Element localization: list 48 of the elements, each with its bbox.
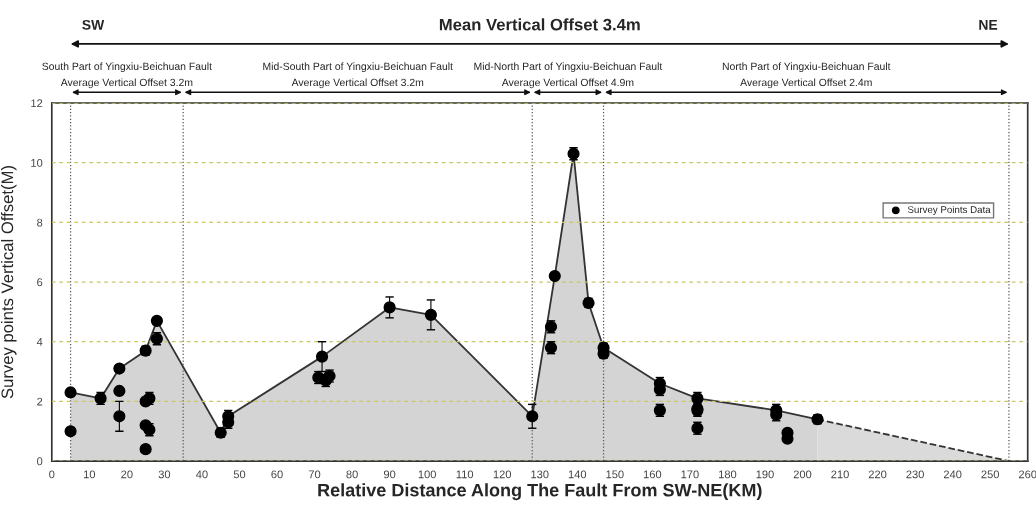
x-tick-label: 30 [158, 470, 171, 479]
x-tick-label: 160 [643, 470, 662, 479]
y-tick-label: 10 [31, 158, 43, 167]
y-tick-label: 6 [37, 278, 43, 287]
text: NE [979, 20, 998, 30]
x-tick-label: 0 [49, 470, 55, 479]
y-tick-label: 8 [37, 218, 43, 227]
x-tick-label: 130 [531, 470, 549, 479]
y-tick-label: 4 [36, 338, 43, 346]
x-tick-label: 200 [793, 470, 812, 479]
x-tick-label: 180 [719, 470, 737, 479]
x-tick-label: 40 [196, 470, 208, 479]
x-axis-title: Relative Distance Along The Fault From SW-NE(KM) [318, 483, 762, 501]
text: Mid-South Part of Yingxiu-Beichuan Fault [263, 62, 453, 73]
y-tick-label: 2 [37, 397, 43, 406]
x-tick-label: 210 [831, 470, 849, 479]
x-tick-label: 170 [681, 470, 699, 479]
x-tick-label: 110 [456, 470, 474, 479]
text: Average Vertical Offset 4.9m [501, 78, 634, 89]
x-tick-label: 20 [121, 470, 133, 479]
text: Average Vertical Offset 2.4m [740, 78, 872, 89]
x-tick-label: 80 [346, 470, 358, 479]
text: SW [82, 19, 105, 30]
text: Average Vertical Offset 3.2m [291, 78, 424, 89]
text: Average Vertical Offset 3.2m [60, 78, 193, 89]
x-tick-label: 250 [981, 470, 1000, 479]
x-tick-label: 240 [943, 470, 962, 479]
x-tick-label: 10 [84, 470, 96, 479]
x-tick-label: 260 [1019, 470, 1036, 479]
text: Mid-North Part of Yingxiu-Beichuan Fault [474, 62, 663, 73]
x-tick-label: 60 [271, 470, 283, 479]
x-tick-label: 120 [493, 470, 512, 479]
x-tick-label: 150 [606, 470, 624, 479]
text: South Part of Yingxiu-Beichuan Fault [42, 62, 212, 73]
x-tick-label: 50 [233, 470, 246, 479]
x-tick-label: 100 [418, 470, 436, 479]
x-tick-label: 220 [868, 470, 887, 479]
x-tick-label: 90 [383, 470, 396, 479]
legend-label: Survey Points Data [907, 205, 991, 215]
y-tick-label: 0 [37, 457, 43, 466]
x-tick-label: 230 [906, 470, 924, 479]
x-tick-label: 140 [568, 470, 587, 479]
y-tick-label: 12 [31, 99, 43, 108]
y-axis-title: Survey points Vertical Offset(M) [0, 166, 17, 399]
x-tick-label: 190 [756, 470, 774, 479]
text: Mean Vertical Offset 3.4m [439, 18, 640, 31]
x-tick-label: 70 [308, 470, 321, 479]
text: North Part of Yingxiu-Beichuan Fault [722, 62, 891, 73]
